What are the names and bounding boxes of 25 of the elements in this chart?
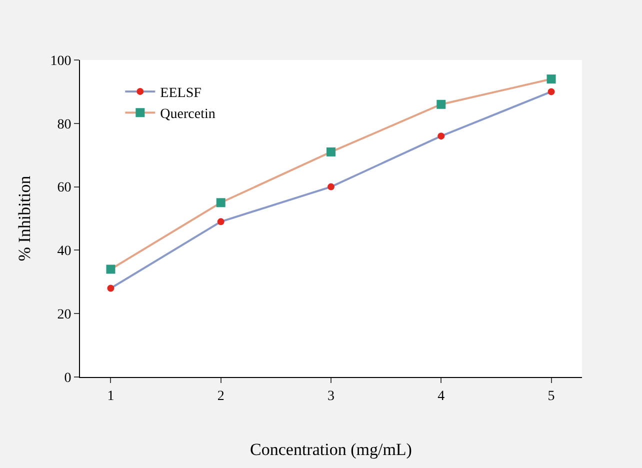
y-tick-label: 80 xyxy=(57,117,72,132)
x-tick-label: 2 xyxy=(217,388,224,404)
x-tick-label: 5 xyxy=(548,388,555,404)
y-axis-title: % Inhibition xyxy=(14,175,34,262)
x-tick-label: 1 xyxy=(107,388,114,404)
y-tick-label: 40 xyxy=(57,244,72,260)
x-axis-title: Concentration (mg/mL) xyxy=(250,440,412,460)
point xyxy=(438,132,445,140)
point xyxy=(107,284,114,292)
point xyxy=(548,88,555,96)
point xyxy=(436,100,446,109)
point xyxy=(217,218,224,226)
x-tick-label: 4 xyxy=(438,388,445,404)
legend-label: EELSF xyxy=(160,86,202,101)
y-tick-label: 100 xyxy=(50,54,72,69)
point xyxy=(106,264,116,274)
point xyxy=(546,74,556,84)
y-tick-label: 20 xyxy=(57,308,72,322)
legend-label: Quercetin xyxy=(160,107,216,122)
y-tick-label: 0 xyxy=(64,370,72,386)
point xyxy=(216,198,226,208)
x-tick-label: 3 xyxy=(328,388,334,404)
point xyxy=(326,147,336,156)
point xyxy=(328,183,334,190)
y-tick-label: 60 xyxy=(57,180,72,196)
